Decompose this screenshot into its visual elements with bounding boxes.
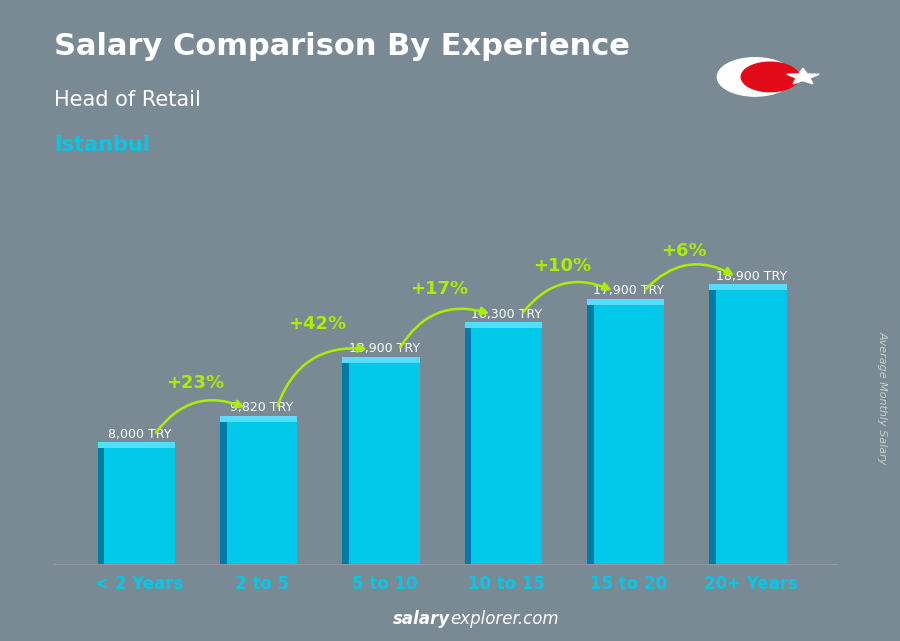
Bar xyxy=(98,448,104,564)
Text: Istanbul: Istanbul xyxy=(54,135,150,154)
Bar xyxy=(709,290,716,564)
Text: Salary Comparison By Experience: Salary Comparison By Experience xyxy=(54,32,630,61)
Bar xyxy=(587,304,593,564)
Text: +42%: +42% xyxy=(288,315,346,333)
Polygon shape xyxy=(343,356,419,363)
Bar xyxy=(343,363,349,564)
Text: 18,900 TRY: 18,900 TRY xyxy=(716,270,787,283)
Text: 16,300 TRY: 16,300 TRY xyxy=(472,308,542,320)
Circle shape xyxy=(742,62,799,92)
Text: explorer.com: explorer.com xyxy=(450,610,559,628)
Text: salary: salary xyxy=(392,610,450,628)
Text: 17,900 TRY: 17,900 TRY xyxy=(593,285,664,297)
Bar xyxy=(104,448,176,564)
Polygon shape xyxy=(709,284,787,290)
Bar xyxy=(220,422,227,564)
Text: 13,900 TRY: 13,900 TRY xyxy=(349,342,419,355)
Text: +17%: +17% xyxy=(410,280,468,298)
Bar xyxy=(472,328,542,564)
Bar xyxy=(349,363,419,564)
Text: 8,000 TRY: 8,000 TRY xyxy=(108,428,171,441)
Text: 9,820 TRY: 9,820 TRY xyxy=(230,401,293,415)
Text: +6%: +6% xyxy=(662,242,706,260)
Text: Head of Retail: Head of Retail xyxy=(54,90,201,110)
Text: +10%: +10% xyxy=(533,256,590,275)
Text: +23%: +23% xyxy=(166,374,224,392)
Polygon shape xyxy=(587,299,664,304)
Circle shape xyxy=(717,58,793,96)
Bar xyxy=(716,290,787,564)
Bar xyxy=(227,422,298,564)
Bar xyxy=(593,304,664,564)
Polygon shape xyxy=(787,69,819,84)
Bar xyxy=(464,328,472,564)
Text: Average Monthly Salary: Average Monthly Salary xyxy=(878,331,887,464)
Polygon shape xyxy=(98,442,176,448)
Polygon shape xyxy=(220,416,298,422)
Polygon shape xyxy=(464,322,542,328)
